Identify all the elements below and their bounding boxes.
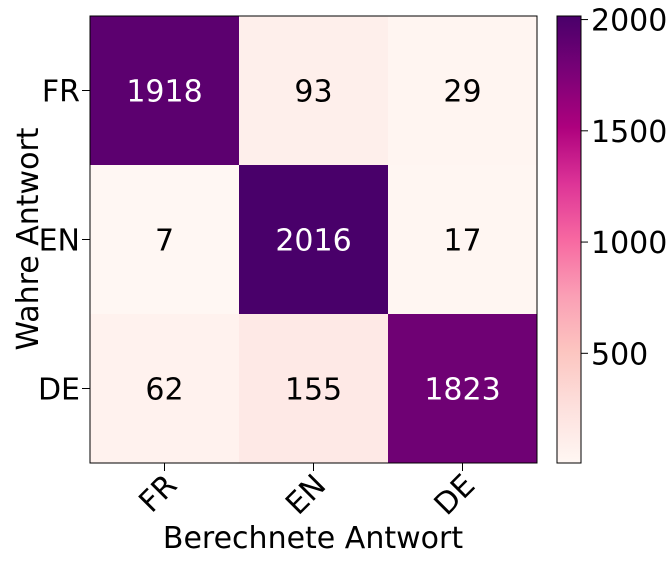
y-tick-label: FR xyxy=(42,75,80,110)
heatmap-cell-en-de xyxy=(388,165,538,315)
x-axis-label: Berechnete Antwort xyxy=(163,521,463,556)
cell-value-label: 62 xyxy=(145,373,183,408)
x-tick-label: EN xyxy=(279,468,333,522)
cell-value-label: 29 xyxy=(443,75,481,110)
colorbar xyxy=(556,15,582,464)
heatmap-cell-de-en xyxy=(239,314,389,464)
colorbar-tick-label: 500 xyxy=(591,337,648,372)
heatmap-cell-de-de xyxy=(388,314,538,464)
heatmap-cell-de-fr xyxy=(90,314,240,464)
cell-value-label: 2016 xyxy=(275,224,351,259)
colorbar-tick-label: 1000 xyxy=(591,226,667,261)
colorbar-ticks: 500 1000 1500 2000 xyxy=(581,4,667,372)
heatmap-cells xyxy=(90,16,538,464)
y-axis-ticks: FR EN DE xyxy=(38,75,90,408)
cell-value-label: 155 xyxy=(285,373,342,408)
y-tick-label: DE xyxy=(38,373,80,408)
heatmap-cell-fr-en xyxy=(239,16,389,166)
y-tick-label: EN xyxy=(39,224,80,259)
heatmap-cell-en-fr xyxy=(90,165,240,315)
colorbar-tick-label: 1500 xyxy=(591,115,667,150)
cell-value-label: 93 xyxy=(294,75,332,110)
heatmap-cell-en-en xyxy=(239,165,389,315)
heatmap-cell-fr-fr xyxy=(90,16,240,166)
cell-value-label: 1918 xyxy=(126,75,202,110)
cell-value-label: 1823 xyxy=(424,373,500,408)
y-axis-label: Wahre Antwort xyxy=(11,127,46,350)
colorbar-tick-label: 2000 xyxy=(591,4,667,39)
cell-value-label: 17 xyxy=(443,224,481,259)
x-axis-ticks: FR EN DE xyxy=(132,463,482,522)
x-tick-label: FR xyxy=(132,468,184,520)
x-tick-label: DE xyxy=(428,468,482,522)
heatmap-cell-fr-de xyxy=(388,16,538,166)
cell-value-label: 7 xyxy=(155,224,174,259)
heatmap-cell-labels: 1918 93 29 7 2016 17 62 155 1823 xyxy=(126,75,500,408)
